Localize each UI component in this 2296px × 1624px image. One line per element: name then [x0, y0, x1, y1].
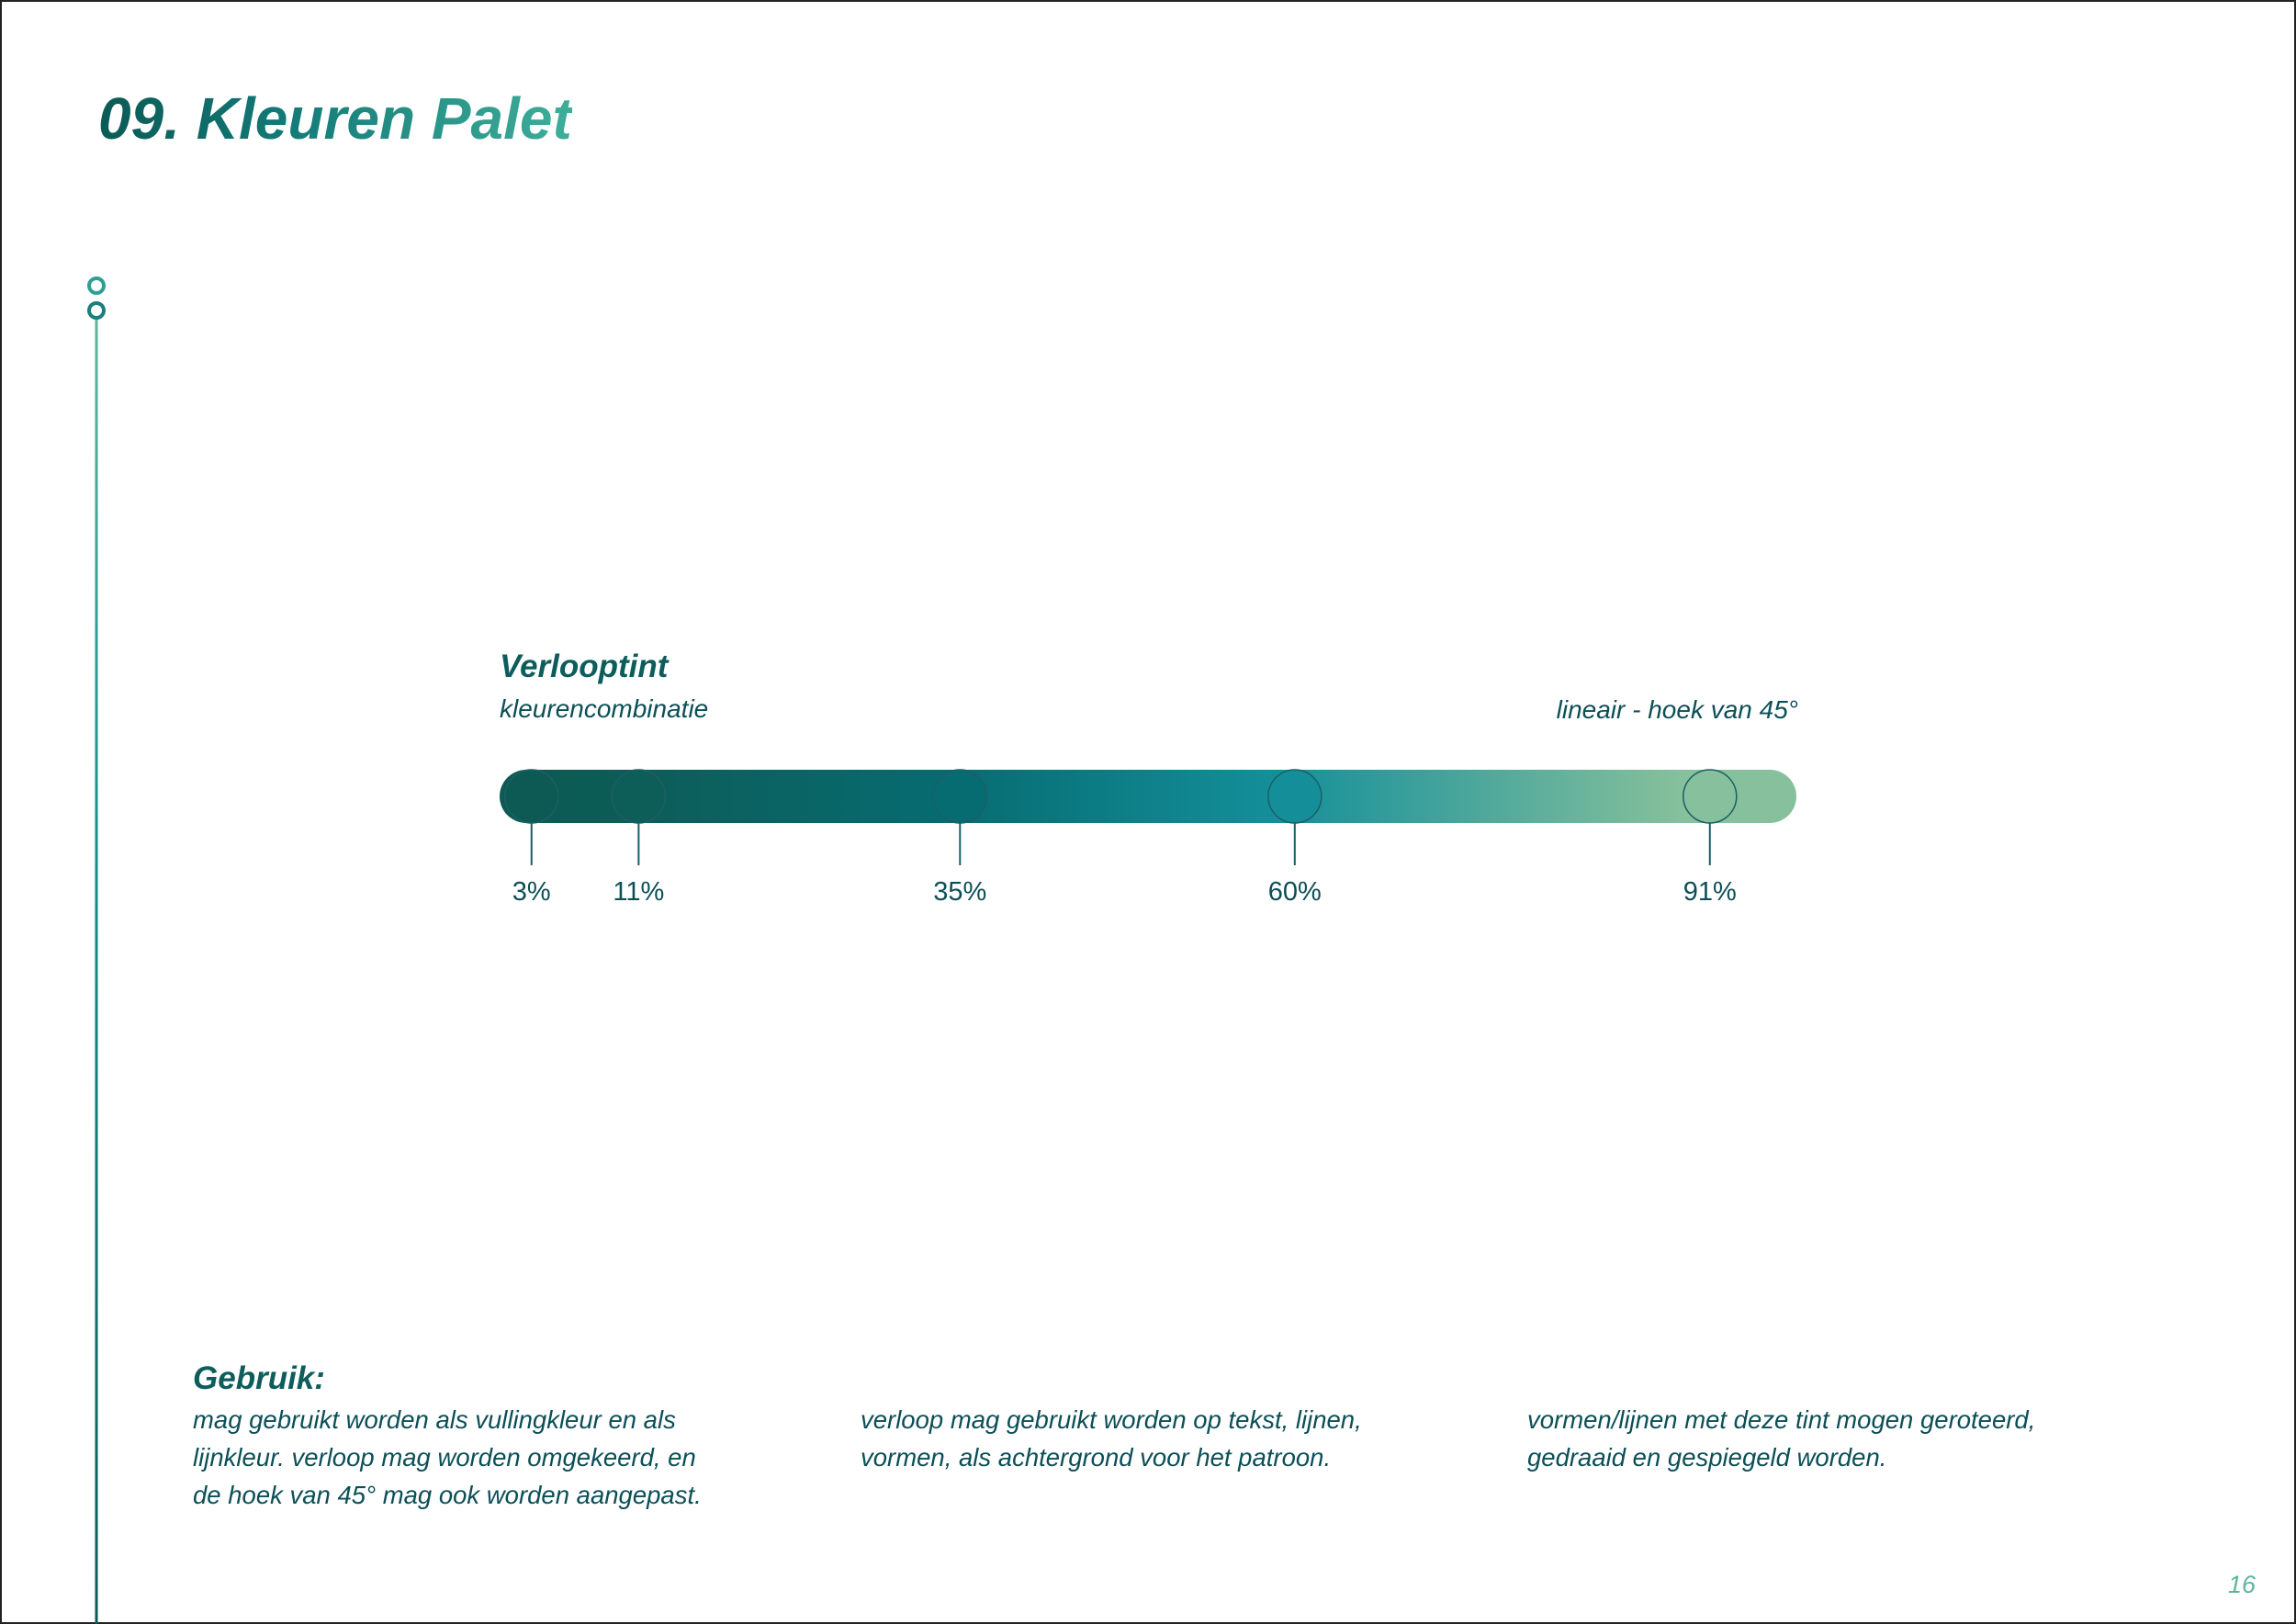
- decor-ring: [87, 301, 106, 320]
- stop-marker: [1683, 769, 1738, 824]
- gradient-title: Verlooptint: [500, 648, 669, 684]
- gradient-note: lineair - hoek van 45°: [1556, 695, 1798, 724]
- usage-line: vormen, als achtergrond voor het patroon…: [861, 1443, 1332, 1472]
- stop-label: 35%: [933, 877, 986, 907]
- stop-marker: [932, 769, 988, 824]
- usage-column: vormen/lijnen met deze tint mogen gerote…: [1527, 1401, 2035, 1476]
- usage-line: lijnkleur. verloop mag worden omgekeerd,…: [193, 1443, 696, 1472]
- stop-marker: [1267, 769, 1322, 824]
- stop-label: 60%: [1268, 877, 1322, 907]
- stop-marker: [503, 769, 559, 824]
- usage-line: vormen/lijnen met deze tint mogen gerote…: [1527, 1405, 2036, 1434]
- stop-marker: [611, 769, 667, 824]
- stop-label: 91%: [1683, 877, 1737, 907]
- decor-ring: [87, 276, 106, 295]
- usage-column: verloop mag gebruikt worden op tekst, li…: [861, 1401, 1362, 1476]
- usage-column: mag gebruikt worden als vullingkleur en …: [193, 1401, 702, 1514]
- gradient-subtitle: kleurencombinatie: [500, 694, 709, 723]
- usage-line: mag gebruikt worden als vullingkleur en …: [193, 1405, 676, 1434]
- usage-line: verloop mag gebruikt worden op tekst, li…: [861, 1405, 1362, 1434]
- usage-line: de hoek van 45° mag ook worden aangepast…: [193, 1481, 702, 1509]
- usage-line: gedraaid en gespiegeld worden.: [1527, 1443, 1887, 1472]
- decor-line: [95, 320, 98, 1624]
- page-number: 16: [2227, 1571, 2256, 1598]
- gradient-bar: [500, 770, 1796, 823]
- stop-label: 11%: [613, 877, 664, 907]
- stop-label: 3%: [512, 877, 551, 907]
- usage-title: Gebruik:: [193, 1360, 325, 1396]
- page-title: 09. Kleuren Palet: [98, 85, 572, 152]
